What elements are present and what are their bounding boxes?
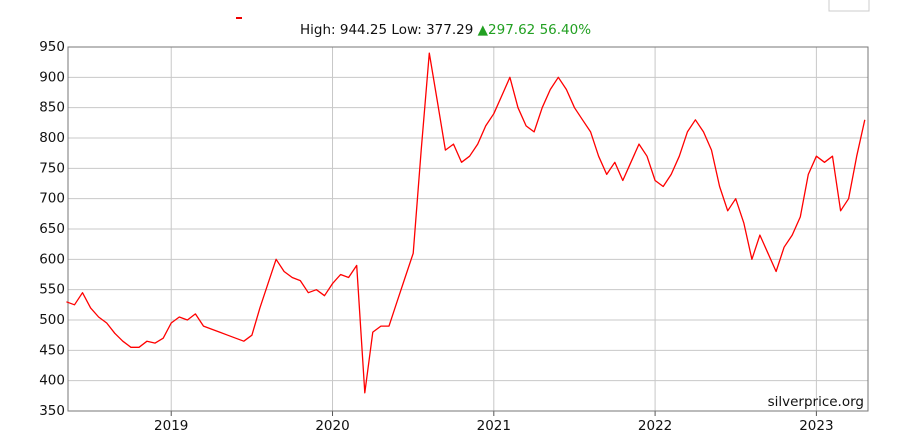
stat-high: High: 944.25 — [300, 22, 387, 38]
stat-low: Low: 377.29 — [391, 22, 473, 38]
x-tick-label: 2019 — [154, 418, 188, 434]
y-tick-label: 500 — [39, 312, 65, 328]
y-tick-label: 600 — [39, 251, 65, 267]
stats-header: High: 944.25 Low: 377.29 ▲297.62 56.40% — [300, 22, 591, 38]
y-tick-label: 800 — [39, 130, 65, 146]
y-tick-label: 350 — [39, 403, 65, 419]
y-tick-label: 750 — [39, 160, 65, 176]
y-tick-label: 400 — [39, 373, 65, 389]
up-arrow: ▲ — [478, 22, 489, 38]
y-tick-label: 900 — [39, 69, 65, 85]
x-tick-label: 2021 — [477, 418, 511, 434]
y-tick-label: 950 — [39, 39, 65, 55]
y-tick-label: 450 — [39, 342, 65, 358]
price-line — [66, 52, 866, 394]
watermark: silverprice.org — [768, 394, 864, 410]
y-tick-label: 550 — [39, 282, 65, 298]
x-tick-label: 2023 — [799, 418, 833, 434]
stat-change-pct: 56.40% — [540, 22, 592, 38]
y-tick-label: 650 — [39, 221, 65, 237]
plot-border — [67, 46, 869, 412]
x-tick-label: 2020 — [315, 418, 349, 434]
y-tick-label: 700 — [39, 191, 65, 207]
y-tick-label: 850 — [39, 100, 65, 116]
stat-change: 297.62 — [488, 22, 535, 38]
corner-box — [828, 0, 870, 12]
x-tick-label: 2022 — [638, 418, 672, 434]
